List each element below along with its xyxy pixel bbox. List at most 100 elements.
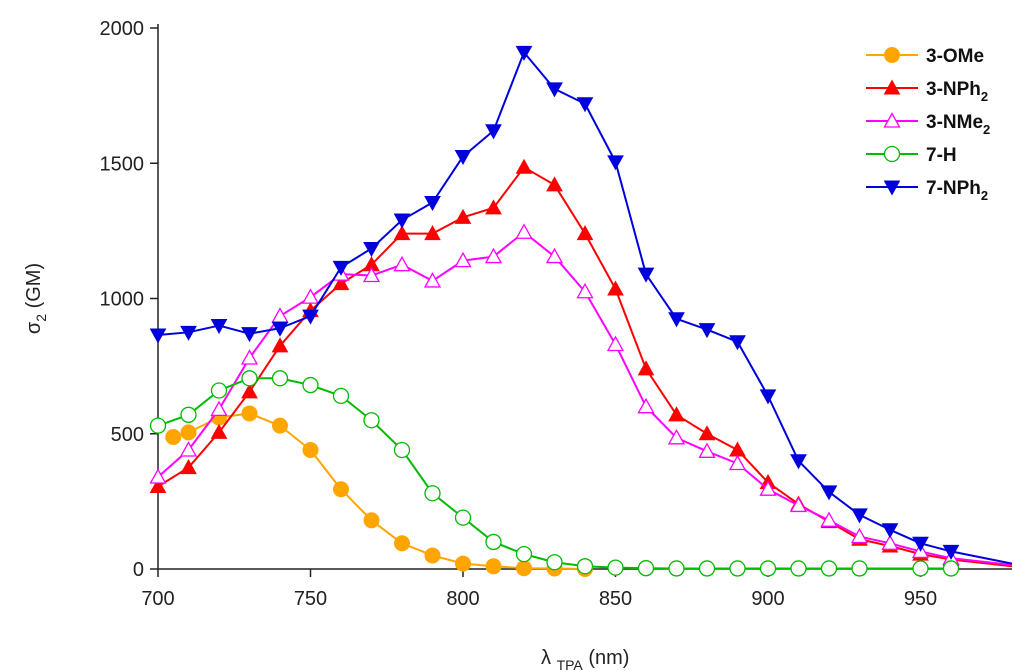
x-axis-title: λ TPA (nm) [541, 647, 629, 671]
legend-marker [883, 180, 901, 196]
y-tick-label: 1000 [100, 289, 145, 311]
data-point [485, 199, 502, 215]
series-7-NPh2 [149, 45, 1013, 565]
data-point [271, 337, 289, 353]
series-line [172, 412, 586, 570]
data-point [210, 423, 228, 439]
data-point [576, 558, 594, 575]
data-point [851, 560, 868, 577]
legend-marker [883, 79, 901, 95]
x-tick-label: 750 [294, 588, 327, 610]
x-tick-label: 700 [141, 588, 174, 610]
data-point [393, 255, 411, 272]
data-point [515, 545, 533, 563]
data-point [180, 424, 197, 441]
data-point [393, 225, 411, 241]
data-point [363, 412, 380, 429]
data-point [790, 454, 807, 470]
data-point [637, 267, 655, 283]
data-point [362, 266, 381, 283]
data-point [393, 441, 411, 459]
data-point [302, 309, 319, 325]
data-point [698, 442, 716, 458]
data-point [637, 397, 655, 414]
series-layer [149, 45, 1013, 577]
data-point [454, 251, 472, 268]
data-point [301, 288, 320, 304]
series-line [157, 231, 1013, 566]
series-line [157, 166, 1013, 568]
data-point [546, 554, 563, 571]
legend-label: 3-OMe [926, 46, 984, 67]
legend-marker [884, 47, 900, 63]
data-point [759, 480, 777, 496]
data-point [363, 512, 380, 529]
data-point [485, 533, 502, 551]
data-point [820, 560, 838, 577]
data-point [607, 155, 624, 171]
series-3-NMe2 [149, 223, 1013, 566]
data-point [455, 555, 471, 572]
y-axis-title: σ2 (GM) [23, 263, 49, 334]
data-point [179, 441, 198, 457]
data-point [271, 370, 289, 387]
data-point [332, 387, 350, 405]
data-point [332, 275, 350, 291]
y-tick-label: 500 [111, 424, 144, 446]
data-point [942, 544, 960, 560]
legend-item: 3-NPh2 [866, 79, 988, 104]
legend-item: 7-H [866, 145, 957, 166]
series-3-NPh2 [149, 158, 1013, 568]
legend-marker [883, 112, 901, 128]
data-point [729, 560, 746, 577]
data-point [454, 509, 472, 526]
data-point [424, 547, 441, 564]
data-point [759, 389, 777, 405]
data-point [668, 312, 685, 328]
data-point [790, 560, 807, 577]
data-point [241, 405, 258, 422]
data-point [576, 97, 594, 113]
data-point [637, 560, 655, 577]
legend-label: 7-H [926, 145, 957, 166]
data-point [850, 527, 869, 544]
legend-item: 7-NPh2 [866, 178, 988, 203]
data-point [423, 272, 442, 288]
data-point [729, 335, 746, 351]
data-point [607, 280, 624, 296]
data-point [180, 459, 197, 475]
data-point [149, 328, 167, 344]
data-point [485, 558, 502, 575]
data-point [942, 560, 960, 577]
data-point [424, 195, 441, 212]
data-point [302, 376, 319, 394]
data-point [241, 370, 258, 387]
data-point [576, 282, 594, 299]
data-point [454, 149, 472, 166]
data-point [210, 319, 228, 335]
data-point [149, 468, 167, 484]
data-point [851, 508, 868, 524]
y-tick-label: 2000 [100, 18, 145, 40]
data-point [820, 511, 838, 527]
data-point [667, 428, 686, 445]
series-3-OMe [165, 405, 593, 577]
data-point [728, 454, 747, 471]
y-tick-label: 0 [133, 559, 144, 581]
data-point [546, 176, 563, 192]
data-point [607, 559, 624, 576]
x-tick-label: 900 [751, 588, 784, 610]
data-point [424, 485, 441, 502]
legend-label: 7-NPh2 [926, 178, 988, 203]
data-point [820, 485, 838, 501]
data-point [698, 323, 716, 339]
data-point [332, 260, 350, 276]
data-point [393, 213, 411, 229]
data-point [484, 247, 503, 264]
x-tick-label: 850 [599, 588, 632, 610]
data-point [363, 241, 380, 257]
data-point [454, 208, 472, 224]
data-point [241, 383, 258, 399]
data-point [637, 360, 655, 376]
